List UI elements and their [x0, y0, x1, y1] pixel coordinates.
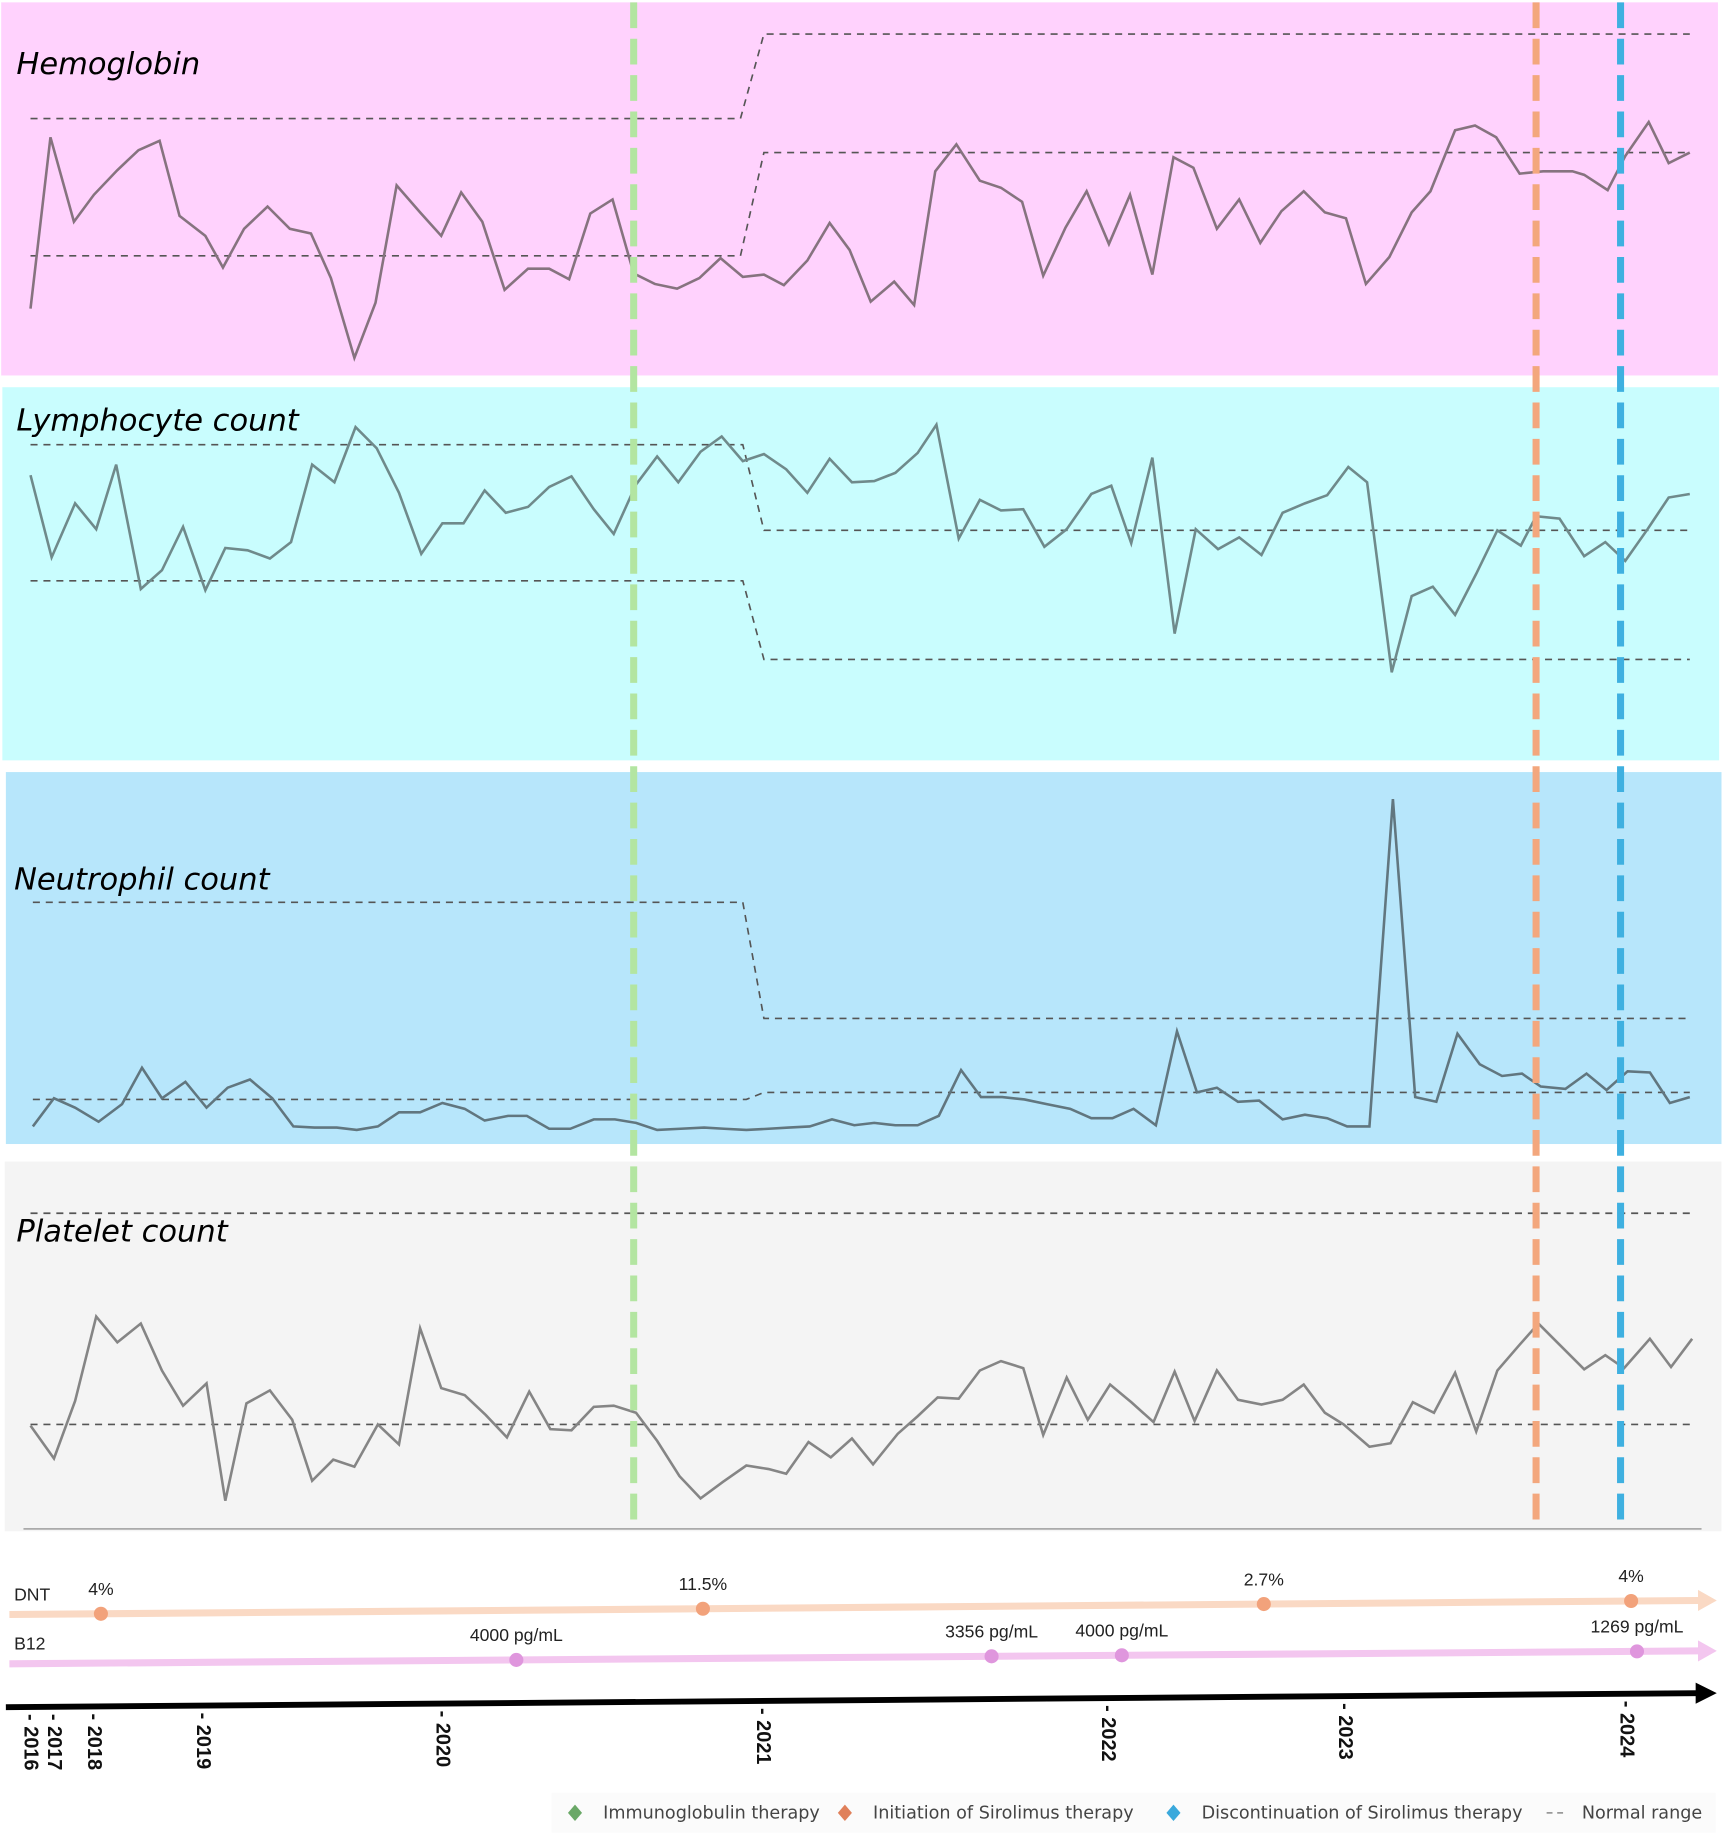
x-tick-label: - 2023 [1334, 1703, 1356, 1760]
normal-range-upper [32, 901, 1690, 1020]
legend-diamond-icon [1166, 1804, 1181, 1822]
x-tick-2022: - 2022 [1097, 1705, 1119, 1762]
timeline-point-dot [1624, 1593, 1639, 1609]
panel-title: Lymphocyte count [16, 404, 299, 439]
timeline-point-value: 4000 pg/mL [1075, 1621, 1168, 1641]
timeline-point-dot [1629, 1644, 1645, 1659]
timeline-track [9, 1596, 1699, 1619]
panel-neutrophil-count: Neutrophil count [5, 772, 1722, 1145]
timeline-point-value: 2.7% [1244, 1569, 1284, 1589]
x-tick-label: - 2019 [192, 1713, 214, 1770]
timeline-point-dot [695, 1601, 710, 1616]
x-tick-2017: - 2017 [43, 1714, 65, 1771]
legend-background [551, 1792, 1716, 1833]
timeline-point-dot [1256, 1597, 1271, 1612]
panel-lymphocyte-count: Lymphocyte count [2, 387, 1720, 761]
timeline-point-value: 4% [88, 1579, 114, 1599]
x-tick-label: - 2022 [1097, 1705, 1119, 1762]
legend-item-initiation-of-sirolimus-therapy: Initiation of Sirolimus therapy [837, 1804, 1134, 1824]
x-tick-2023: - 2023 [1334, 1703, 1356, 1760]
data-series-line [29, 421, 1691, 673]
panel-title: Neutrophil count [14, 862, 271, 897]
x-tick-2021: - 2021 [752, 1708, 774, 1765]
panel-background [5, 772, 1722, 1145]
x-tick-label: - 2024 [1616, 1701, 1638, 1758]
x-tick-label: - 2021 [752, 1708, 774, 1765]
legend-item-normal-range: Normal range [1546, 1804, 1702, 1824]
panel-background [1, 2, 1718, 376]
timeline-arrowhead [1698, 1589, 1717, 1612]
timeline-point-value: 1269 pg/mL [1591, 1617, 1684, 1637]
panel-title: Hemoglobin [16, 47, 200, 82]
panel-background [2, 387, 1720, 761]
time-axis-line [5, 1690, 1699, 1711]
data-series-line [31, 798, 1691, 1132]
legend-label: Normal range [1582, 1804, 1702, 1824]
timeline-point-dot [1114, 1648, 1129, 1663]
x-tick-label: - 2017 [43, 1714, 65, 1771]
x-tick-label: - 2020 [432, 1711, 454, 1768]
panel-platelet-count: Platelet count [4, 1161, 1722, 1532]
timeline-dnt: DNT 4% 11.5% 2.7% 4% [9, 1566, 1717, 1621]
x-tick-2019: - 2019 [192, 1713, 214, 1770]
normal-range-lower [30, 151, 1690, 257]
data-series-line [29, 119, 1691, 362]
x-tick-label: - 2018 [83, 1714, 105, 1771]
legend-item-immunoglobulin-therapy: Immunoglobulin therapy [567, 1804, 820, 1824]
timeline-point-value: 11.5% [679, 1574, 728, 1594]
panel-title: Platelet count [16, 1214, 228, 1249]
x-tick-2020: - 2020 [432, 1711, 454, 1768]
timeline-label: B12 [14, 1634, 45, 1654]
legend-diamond-icon [567, 1804, 583, 1822]
timeline-point-dot [93, 1606, 108, 1621]
legend-label: Discontinuation of Sirolimus therapy [1202, 1804, 1523, 1824]
data-series-line [29, 1313, 1694, 1501]
timeline-point-value: 4000 pg/mL [470, 1625, 563, 1645]
legend: Immunoglobulin therapy Initiation of Siro… [551, 1792, 1716, 1833]
legend-diamond-icon [837, 1804, 852, 1822]
x-tick-2018: - 2018 [83, 1714, 105, 1771]
panel-background [4, 1161, 1722, 1532]
timeline-arrowhead [1698, 1640, 1717, 1662]
timeline-section: DNT 4% 11.5% 2.7% 4% B12 4000 pg/mL 3356 pg/mL 4… [9, 1566, 1717, 1668]
timeline-point-dot [509, 1652, 524, 1667]
timeline-label: DNT [14, 1584, 50, 1604]
normal-range-lower [32, 1091, 1690, 1101]
x-tick-2024: - 2024 [1616, 1701, 1638, 1758]
panels-layer: Hemoglobin Lymphocyte count Neutrophil cou… [1, 2, 1722, 1532]
panel-hemoglobin: Hemoglobin [1, 2, 1718, 376]
timeline-track [9, 1647, 1699, 1668]
x-tick-2016: - 2016 [20, 1714, 42, 1771]
timeline-point-value: 4% [1618, 1566, 1644, 1586]
legend-item-discontinuation-of-sirolimus-therapy: Discontinuation of Sirolimus therapy [1166, 1804, 1523, 1824]
x-tick-label: - 2016 [20, 1714, 42, 1771]
timeline-b12: B12 4000 pg/mL 3356 pg/mL 4000 pg/mL 1269 pg… [9, 1617, 1717, 1668]
legend-label: Initiation of Sirolimus therapy [873, 1804, 1134, 1824]
time-axis: - 2016- 2017 - 2018 - 2019 - 2020 - 2021 - 20… [5, 1682, 1717, 1771]
timeline-point-dot [984, 1649, 999, 1664]
time-axis-arrowhead [1695, 1682, 1717, 1704]
normal-range-upper [30, 33, 1690, 120]
timeline-point-value: 3356 pg/mL [945, 1622, 1038, 1642]
legend-label: Immunoglobulin therapy [603, 1804, 820, 1824]
normal-range-lower [30, 579, 1690, 661]
